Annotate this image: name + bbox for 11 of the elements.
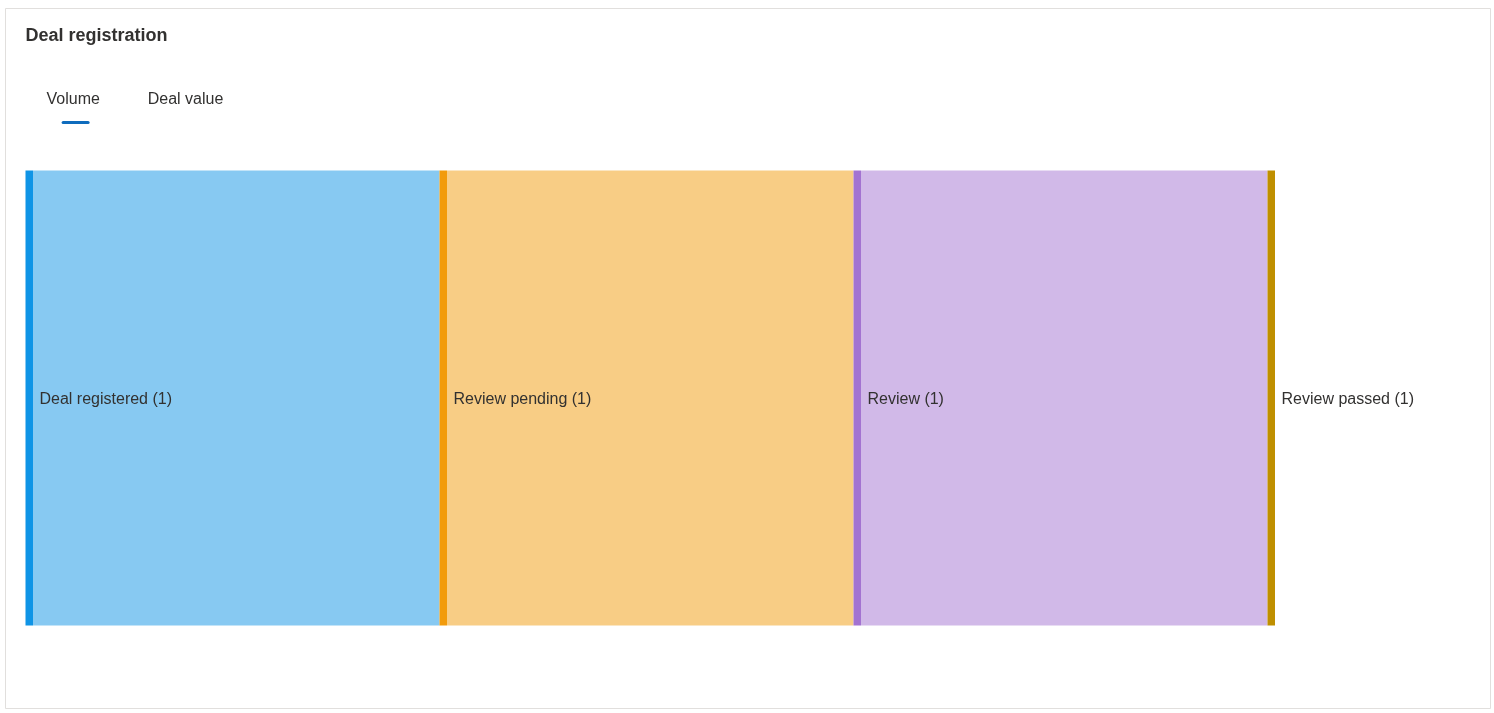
data-label: (1) bbox=[571, 389, 592, 407]
category-label: Deal registered bbox=[39, 389, 148, 407]
category-label: Review passed bbox=[1281, 389, 1390, 407]
text: Volume bbox=[46, 90, 100, 107]
data-label: (1) bbox=[152, 389, 172, 407]
text: Deal registration bbox=[25, 24, 168, 45]
data-label: (1) bbox=[1394, 389, 1414, 407]
text: Deal value bbox=[147, 90, 224, 107]
category-label: Review pending bbox=[453, 389, 568, 407]
data-label: (1) bbox=[924, 389, 944, 407]
category-label: Review bbox=[867, 389, 921, 407]
